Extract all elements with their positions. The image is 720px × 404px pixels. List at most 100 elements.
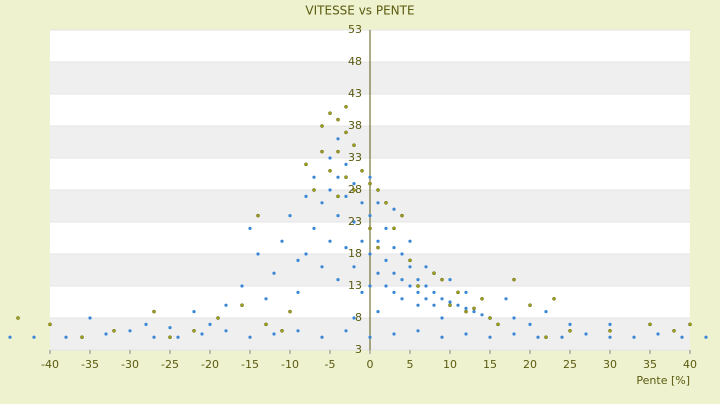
point [360, 290, 364, 294]
point [296, 258, 300, 262]
point [472, 310, 476, 314]
point [400, 213, 404, 218]
point [496, 322, 500, 327]
chart-title: VITESSE vs PENTE [305, 4, 414, 18]
x-tick-label: 5 [407, 358, 414, 371]
point [16, 316, 20, 320]
point [312, 188, 316, 192]
point [336, 214, 340, 218]
x-tick-label: 20 [523, 358, 537, 371]
y-tick-label: 28 [348, 183, 362, 196]
point [328, 188, 332, 192]
point [152, 309, 156, 314]
point [288, 214, 292, 218]
point [440, 335, 444, 339]
point [320, 265, 324, 269]
point [368, 252, 372, 256]
point [224, 329, 228, 333]
point [448, 303, 452, 308]
point [256, 213, 260, 218]
point [320, 149, 324, 154]
x-tick-label: 30 [603, 358, 617, 371]
x-tick-label: 0 [367, 358, 374, 371]
x-tick-label: 25 [563, 358, 577, 371]
y-tick-label: 23 [348, 215, 362, 228]
point [544, 310, 548, 314]
point [336, 137, 340, 141]
point [384, 226, 388, 230]
point [416, 329, 420, 333]
point [648, 322, 652, 327]
point [376, 245, 380, 250]
point [376, 201, 380, 205]
point [408, 265, 412, 269]
point [48, 322, 52, 327]
point [328, 168, 332, 173]
point [336, 194, 340, 199]
x-tick-label: 40 [683, 358, 697, 371]
point [376, 188, 380, 192]
point [464, 332, 468, 336]
point [408, 258, 412, 263]
point [432, 303, 436, 307]
y-tick-label: 18 [348, 247, 362, 260]
point [152, 335, 156, 339]
point [464, 306, 468, 310]
point [392, 271, 396, 275]
point [248, 335, 252, 339]
point [8, 335, 12, 339]
point [680, 335, 684, 339]
point [440, 297, 444, 301]
point [272, 271, 276, 275]
y-tick-label: 43 [348, 87, 362, 100]
point [384, 200, 388, 205]
point [488, 335, 492, 339]
point [656, 332, 660, 336]
point [456, 290, 460, 295]
point [168, 335, 172, 340]
point [392, 207, 396, 211]
point [264, 322, 268, 327]
point [560, 335, 564, 339]
point [176, 335, 180, 339]
x-axis-label: Pente [%] [636, 374, 690, 387]
point [456, 303, 460, 307]
point [464, 309, 468, 314]
point [536, 335, 540, 339]
point [312, 226, 316, 230]
point [240, 284, 244, 288]
point [408, 239, 412, 243]
point [632, 335, 636, 339]
point [392, 332, 396, 336]
point [480, 313, 484, 317]
point [512, 316, 516, 320]
point [280, 239, 284, 243]
point [400, 252, 404, 256]
point [192, 328, 196, 333]
point [672, 328, 676, 333]
point [296, 290, 300, 294]
point [328, 156, 332, 160]
point [416, 290, 420, 294]
point [424, 265, 428, 269]
point [200, 332, 204, 336]
point [344, 162, 348, 166]
point [352, 188, 356, 192]
point [344, 329, 348, 333]
point [416, 278, 420, 282]
point [416, 303, 420, 307]
y-tick-label: 53 [348, 23, 362, 36]
point [368, 181, 372, 186]
point [400, 297, 404, 301]
point [216, 316, 220, 320]
point [256, 252, 260, 256]
point [368, 175, 372, 179]
point [544, 335, 548, 340]
point [368, 335, 372, 339]
x-tick-label: -35 [81, 358, 99, 371]
point [432, 290, 436, 294]
point [464, 290, 468, 294]
point [608, 322, 612, 326]
point [344, 130, 348, 135]
point [528, 322, 532, 326]
